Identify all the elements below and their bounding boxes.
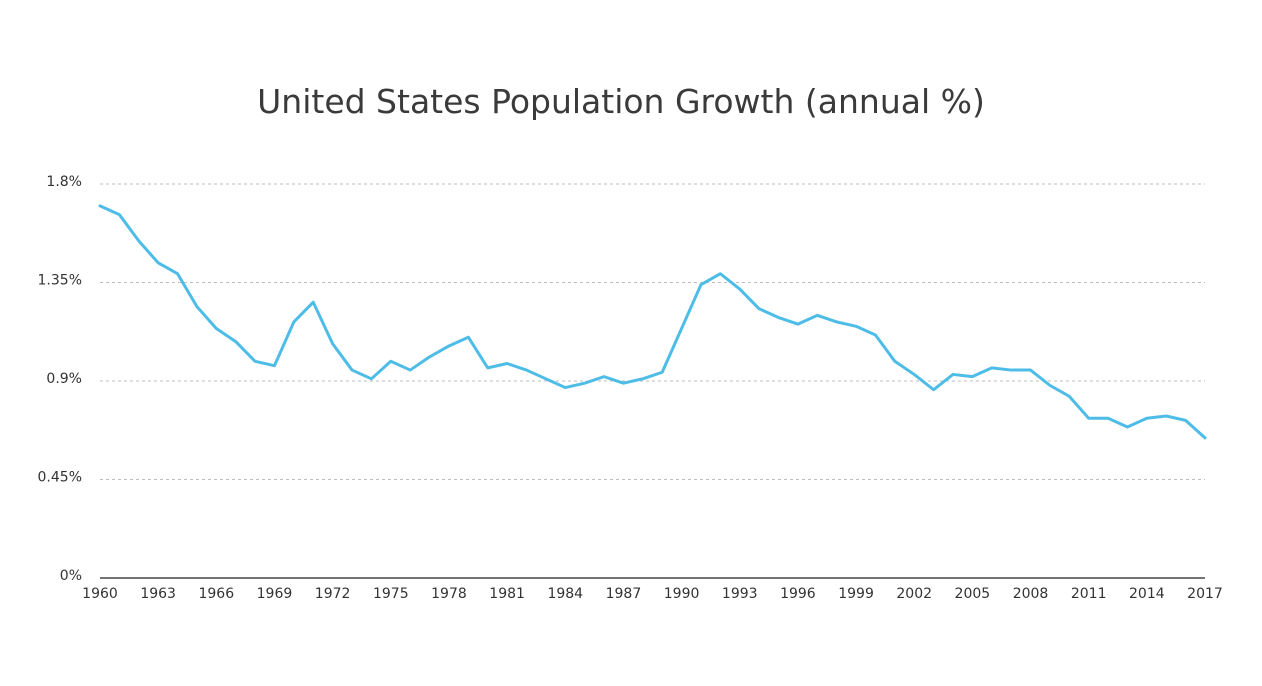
y-tick-label: 0.9% [46,371,82,387]
x-tick-label: 2002 [896,586,932,602]
x-tick-label: 2014 [1129,586,1165,602]
y-tick-label: 0.45% [38,470,82,486]
x-tick-label: 1969 [257,586,293,602]
x-tick-label: 1996 [780,586,816,602]
x-tick-label: 1960 [82,586,118,602]
x-tick-label: 1999 [838,586,874,602]
x-tick-label: 1990 [664,586,700,602]
x-tick-label: 2017 [1187,586,1223,602]
x-tick-label: 2011 [1071,586,1107,602]
series-line [98,204,1207,440]
x-axis-ticks: 1960 1963 1966 1969 1972 1975 1978 1981 1984 1987… [82,586,1223,602]
y-axis-ticks: 0% 0.45% 0.9% 1.35% 1.8% [38,174,82,584]
x-tick-label: 1966 [198,586,234,602]
x-tick-label: 2008 [1013,586,1049,602]
x-tick-label: 1993 [722,586,758,602]
series-layer [98,204,1207,440]
y-tick-label: 1.8% [46,174,82,190]
x-tick-label: 2005 [955,586,991,602]
x-tick-label: 1984 [547,586,583,602]
x-tick-label: 1978 [431,586,467,602]
grid-lines [100,183,1205,480]
x-tick-label: 1972 [315,586,351,602]
chart-title: United States Population Growth (annual … [257,82,985,121]
x-tick-label: 1981 [489,586,525,602]
x-tick-label: 1987 [606,586,642,602]
y-tick-label: 1.35% [38,273,82,289]
x-tick-label: 1975 [373,586,409,602]
x-tick-label: 1963 [140,586,176,602]
y-tick-label: 0% [60,568,82,584]
